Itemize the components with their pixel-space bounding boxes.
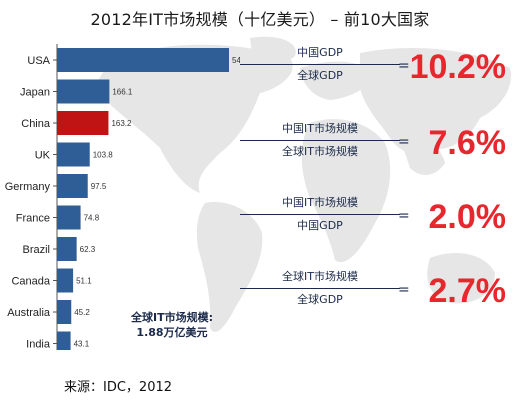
data-label: 97.5 (91, 182, 107, 191)
fraction-bar (240, 140, 400, 141)
ratio-numerator: 中国GDP (297, 46, 343, 59)
bar-brazil (57, 237, 77, 261)
bar-india (57, 331, 71, 350)
ratio-value: 2.7% (428, 272, 507, 310)
ratio-value: 2.0% (428, 198, 507, 236)
ratio-numerator: 中国IT市场规模 (282, 122, 358, 135)
ratio-block-global-it-to-gdp: 全球IT市场规模 全球GDP (240, 268, 400, 309)
global-it-market-note: 全球IT市场规模: 1.88万亿美元 (112, 310, 232, 340)
data-label: 166.1 (112, 88, 133, 97)
ratio-block-china-gdp-share: 中国GDP 全球GDP (240, 44, 400, 85)
ratio-value: 7.6% (428, 124, 507, 162)
ratio-numerator: 中国IT市场规模 (282, 196, 358, 209)
ratio-block-china-it-share: 中国IT市场规模 全球IT市场规模 (240, 120, 400, 161)
fraction-bar (240, 64, 400, 65)
bar-chart: USA 545.6 Japan 166.1 China 163.2 UK 103.8 Germa… (5, 44, 240, 351)
south-america-shape (196, 202, 263, 332)
europe-shape (300, 61, 375, 100)
fraction-bar (240, 288, 400, 289)
bar-uk (57, 142, 90, 167)
equals-sign: = (398, 208, 410, 224)
equals-sign: = (398, 282, 410, 298)
category-label: UK (35, 150, 51, 162)
ratio-denominator: 中国GDP (297, 219, 343, 232)
africa-shape (301, 119, 391, 263)
global-it-market-label: 全球IT市场规模: (131, 311, 213, 324)
fraction-bar (240, 214, 400, 215)
category-label: India (26, 339, 51, 351)
ratio-numerator: 全球IT市场规模 (282, 270, 358, 283)
bar-australia (57, 300, 72, 324)
data-label: 51.1 (76, 277, 92, 286)
north-america-shape (95, 44, 293, 194)
australia-shape (427, 253, 495, 304)
asia-shape (360, 48, 511, 154)
bar-china (57, 111, 109, 135)
category-label: USA (27, 55, 50, 67)
bar-usa (57, 48, 229, 72)
ratio-denominator: 全球IT市场规模 (282, 145, 358, 158)
data-label: 62.3 (80, 245, 96, 254)
ratio-denominator: 全球GDP (297, 69, 343, 82)
bar-france (57, 205, 81, 230)
ratio-denominator: 全球GDP (297, 293, 343, 306)
category-label: Brazil (22, 244, 50, 256)
equals-sign: = (398, 58, 410, 74)
data-label: 74.8 (84, 214, 100, 223)
data-label: 103.8 (93, 151, 114, 160)
data-label: 545.6 (232, 56, 240, 65)
bar-canada (57, 268, 74, 293)
ratio-value: 10.2% (409, 48, 506, 86)
data-label: 45.2 (74, 308, 90, 317)
category-label: Germany (5, 181, 51, 193)
category-label: Canada (11, 276, 50, 288)
category-label: Japan (20, 87, 50, 99)
page-title: 2012年IT市场规模（十亿美元） – 前10大国家 (90, 10, 430, 29)
category-label: France (16, 213, 50, 225)
greenland-shape (250, 36, 296, 63)
category-label: China (21, 118, 51, 130)
category-label: Australia (7, 307, 51, 319)
ratio-block-china-it-to-gdp: 中国IT市场规模 中国GDP (240, 194, 400, 235)
data-label: 163.2 (111, 119, 132, 128)
source-note: 来源：IDC，2012 (64, 380, 173, 395)
bar-germany (57, 174, 88, 198)
global-it-market-value: 1.88万亿美元 (136, 326, 208, 339)
south-asia-shape (400, 136, 445, 175)
bar-japan (57, 79, 110, 104)
world-map-background (95, 36, 511, 332)
equals-sign: = (398, 134, 410, 150)
data-label: 43.1 (74, 340, 90, 349)
